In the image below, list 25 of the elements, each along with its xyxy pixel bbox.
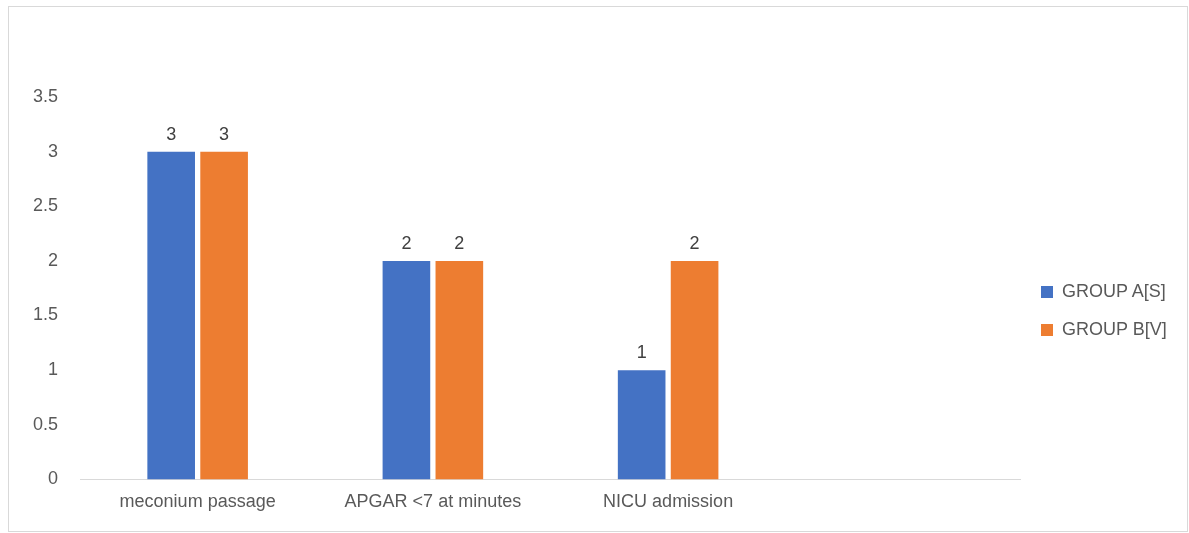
bar [435, 260, 484, 480]
y-tick-label: 0.5 [32, 413, 59, 434]
y-tick-label: 2.5 [32, 195, 59, 216]
bar [382, 260, 431, 480]
data-label: 2 [689, 232, 700, 253]
y-tick-label: 1 [48, 359, 59, 380]
data-label: 3 [219, 123, 230, 144]
legend-label: GROUP B[V] [1061, 318, 1167, 339]
y-tick-label: 3.5 [32, 85, 59, 106]
data-label: 2 [454, 232, 465, 253]
x-tick-label: APGAR <7 at minutes [344, 491, 522, 512]
data-label: 1 [636, 342, 647, 363]
data-label: 3 [166, 123, 177, 144]
bar [200, 151, 248, 480]
data-label: 2 [401, 232, 412, 253]
bar [147, 151, 195, 480]
x-tick-label: meconium passage [119, 491, 276, 512]
bar [617, 370, 666, 480]
legend-label: GROUP A[S] [1061, 280, 1166, 301]
x-tick-label: NICU admission [603, 491, 734, 512]
y-tick-label: 1.5 [32, 304, 59, 325]
bar [670, 260, 719, 480]
y-tick-label: 3 [48, 140, 59, 161]
y-tick-label: 0 [48, 468, 59, 489]
y-tick-label: 2 [48, 249, 59, 270]
